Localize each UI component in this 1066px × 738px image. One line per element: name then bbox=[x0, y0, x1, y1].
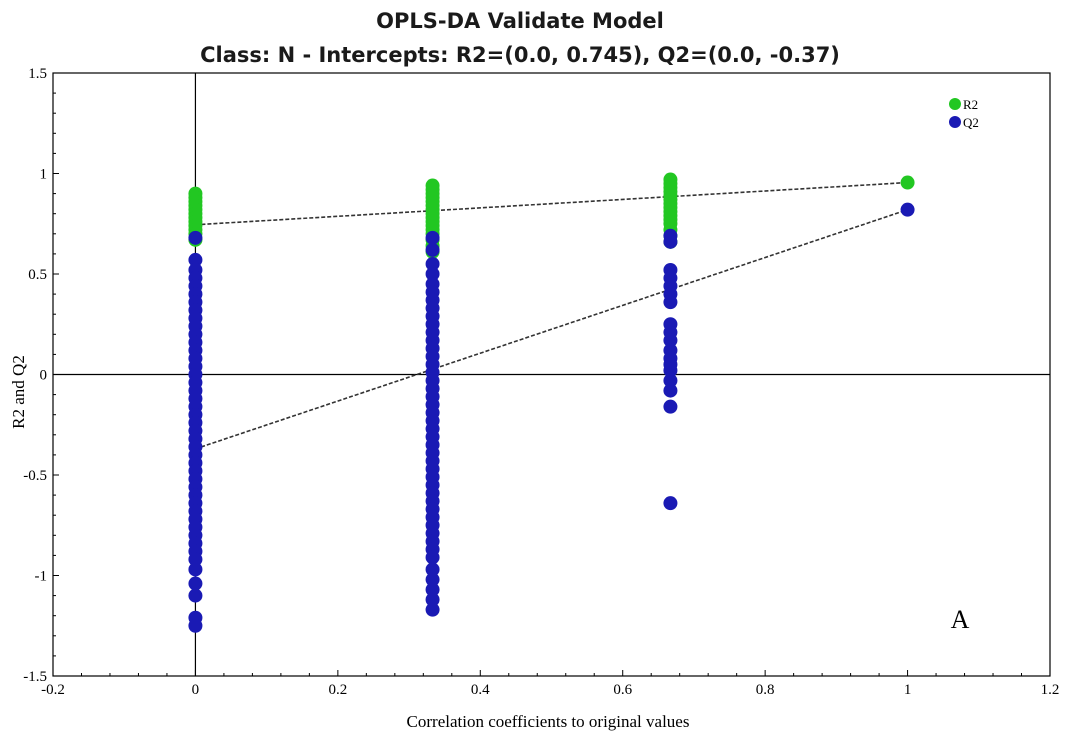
x-axis-title: Correlation coefficients to original val… bbox=[407, 712, 690, 731]
legend-label-q2: Q2 bbox=[963, 115, 979, 130]
zero-axis-lines bbox=[53, 73, 1050, 676]
point-r2 bbox=[900, 175, 915, 190]
point-q2 bbox=[425, 550, 440, 565]
x-tick-label: 1 bbox=[904, 682, 912, 698]
point-q2 bbox=[425, 242, 440, 257]
point-q2 bbox=[188, 588, 203, 603]
legend: R2 Q2 bbox=[949, 97, 979, 130]
point-q2 bbox=[425, 582, 440, 597]
point-q2 bbox=[663, 295, 678, 310]
point-q2 bbox=[900, 202, 915, 217]
x-tick-label: 0.2 bbox=[328, 682, 347, 698]
chart-subtitle: Class: N - Intercepts: R2=(0.0, 0.745), … bbox=[200, 43, 840, 67]
point-q2 bbox=[663, 363, 678, 378]
y-tick-label: 1.5 bbox=[28, 66, 47, 82]
y-tick-label: -1 bbox=[35, 569, 48, 585]
point-q2 bbox=[188, 562, 203, 577]
point-q2 bbox=[188, 252, 203, 267]
fit-line-q2 bbox=[195, 208, 908, 450]
y-tick-label: 0 bbox=[40, 368, 48, 384]
x-tick-label: 0.8 bbox=[756, 682, 775, 698]
y-axis-title: R2 and Q2 bbox=[9, 355, 28, 429]
point-q2 bbox=[425, 602, 440, 617]
point-q2 bbox=[663, 373, 678, 388]
point-q2 bbox=[188, 618, 203, 633]
y-tick-label: 1 bbox=[40, 167, 48, 183]
legend-marker-r2 bbox=[949, 98, 961, 110]
point-q2 bbox=[663, 333, 678, 348]
chart-title: OPLS-DA Validate Model bbox=[376, 9, 664, 33]
fit-line-r2 bbox=[195, 181, 908, 226]
point-q2 bbox=[425, 256, 440, 271]
y-tick-label: 0.5 bbox=[28, 267, 47, 283]
point-q2 bbox=[425, 572, 440, 587]
y-tick-label: -0.5 bbox=[23, 468, 47, 484]
regression-lines bbox=[195, 181, 908, 450]
point-q2 bbox=[188, 576, 203, 591]
y-tick-label: -1.5 bbox=[23, 669, 47, 685]
x-tick-label: 0.4 bbox=[471, 682, 490, 698]
point-q2 bbox=[663, 234, 678, 249]
legend-label-r2: R2 bbox=[963, 97, 978, 112]
axis-ticks: -0.2 0 0.2 0.4 0.6 0.8 1 1.2 -1.5 -1 -0.5 0 0.5 1 1.5 bbox=[23, 66, 1059, 698]
x-tick-label: 0.6 bbox=[613, 682, 632, 698]
point-q2 bbox=[425, 267, 440, 281]
point-q2 bbox=[663, 496, 678, 511]
x-tick-label: 0 bbox=[192, 682, 200, 698]
point-q2 bbox=[425, 230, 440, 245]
point-q2 bbox=[425, 562, 440, 577]
point-q2 bbox=[663, 383, 678, 398]
x-tick-label: 1.2 bbox=[1041, 682, 1060, 698]
x-tick-label: -0.2 bbox=[41, 682, 65, 698]
legend-marker-q2 bbox=[949, 116, 961, 128]
data-points bbox=[188, 172, 915, 633]
point-q2 bbox=[425, 592, 440, 607]
point-q2 bbox=[188, 552, 203, 567]
panel-label: A bbox=[951, 605, 970, 634]
point-q2 bbox=[188, 230, 203, 245]
point-q2 bbox=[663, 399, 678, 414]
